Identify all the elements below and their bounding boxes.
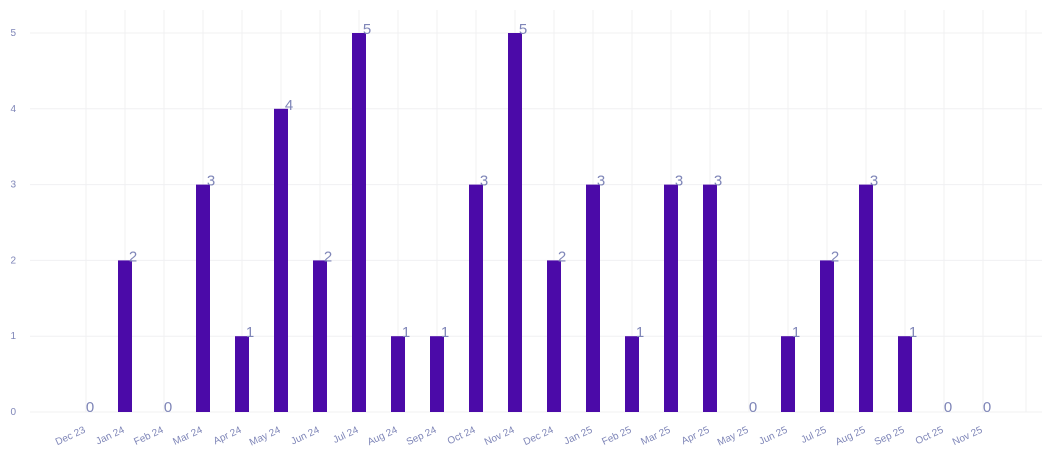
bar [586,184,600,412]
bar [391,336,405,412]
data-label: 3 [870,173,878,190]
y-axis: 0 1 2 3 4 5 [10,28,16,418]
x-tick-label: Nov 24 [483,425,517,449]
data-label: 1 [792,324,800,341]
bar [820,260,834,412]
y-tick-label: 1 [10,331,16,342]
data-label: 4 [285,97,293,114]
data-label: 3 [597,173,605,190]
bar [274,108,288,413]
data-label: 1 [441,324,449,341]
bar [469,184,483,412]
bar [664,184,678,412]
x-tick-label: Apr 25 [680,425,712,448]
x-tick-label: Jan 25 [562,425,594,448]
data-label: 2 [831,248,839,265]
data-label: 1 [246,324,254,341]
data-label: 0 [944,399,952,416]
x-tick-label: Jun 25 [757,425,789,448]
bar [196,184,210,412]
bar [859,184,873,412]
data-label: 2 [324,248,332,265]
data-label: 0 [86,399,94,416]
y-tick-label: 3 [10,180,16,191]
x-tick-label: Dec 24 [522,425,556,449]
data-label: 0 [164,399,172,416]
bar [118,260,132,412]
x-tick-label: Jun 24 [289,425,321,448]
x-tick-label: Feb 24 [132,425,165,448]
bar [781,336,795,412]
x-tick-label: Aug 24 [366,425,400,449]
y-tick-label: 4 [10,104,16,115]
y-tick-label: 0 [10,407,16,418]
bar [235,336,249,412]
bar [703,184,717,412]
x-axis: Dec 23 Jan 24 Feb 24 Mar 24 Apr 24 May 24 Jun … [54,425,985,449]
data-label: 1 [909,324,917,341]
data-label: 3 [207,173,215,190]
bar [352,33,366,412]
bar [625,336,639,412]
x-tick-label: May 24 [248,425,283,449]
data-label: 1 [402,324,410,341]
x-tick-label: Oct 25 [914,425,946,448]
data-label: 3 [714,173,722,190]
data-label: 0 [983,399,991,416]
x-tick-label: Aug 25 [834,425,868,449]
bar [508,33,522,412]
x-tick-label: Oct 24 [446,425,478,448]
data-label: 1 [636,324,644,341]
bar [898,336,912,412]
bars [118,33,912,413]
x-tick-label: Mar 25 [639,425,672,448]
x-tick-label: Nov 25 [951,425,985,449]
grid-lines [30,10,1042,413]
x-tick-label: Jan 24 [94,425,126,448]
y-tick-label: 5 [10,28,16,39]
y-tick-label: 2 [10,255,16,266]
bar [430,336,444,412]
data-labels: 0 2 0 3 1 4 2 5 1 1 3 5 2 3 1 3 3 0 1 2 3 1 0 0 [86,21,991,416]
x-tick-label: Jul 24 [331,425,360,446]
data-label: 3 [480,173,488,190]
data-label: 2 [558,248,566,265]
x-tick-label: Jul 25 [799,425,828,446]
x-tick-label: Sep 24 [405,425,439,449]
x-tick-label: Sep 25 [873,425,907,449]
x-tick-label: Feb 25 [600,425,633,448]
x-tick-label: Mar 24 [171,425,204,448]
x-tick-label: Apr 24 [212,425,244,448]
data-label: 2 [129,248,137,265]
bar [547,260,561,412]
bar [313,260,327,412]
data-label: 0 [749,399,757,416]
data-label: 5 [519,21,527,38]
data-label: 3 [675,173,683,190]
x-tick-label: May 25 [716,425,751,449]
x-tick-label: Dec 23 [54,425,88,449]
data-label: 5 [363,21,371,38]
